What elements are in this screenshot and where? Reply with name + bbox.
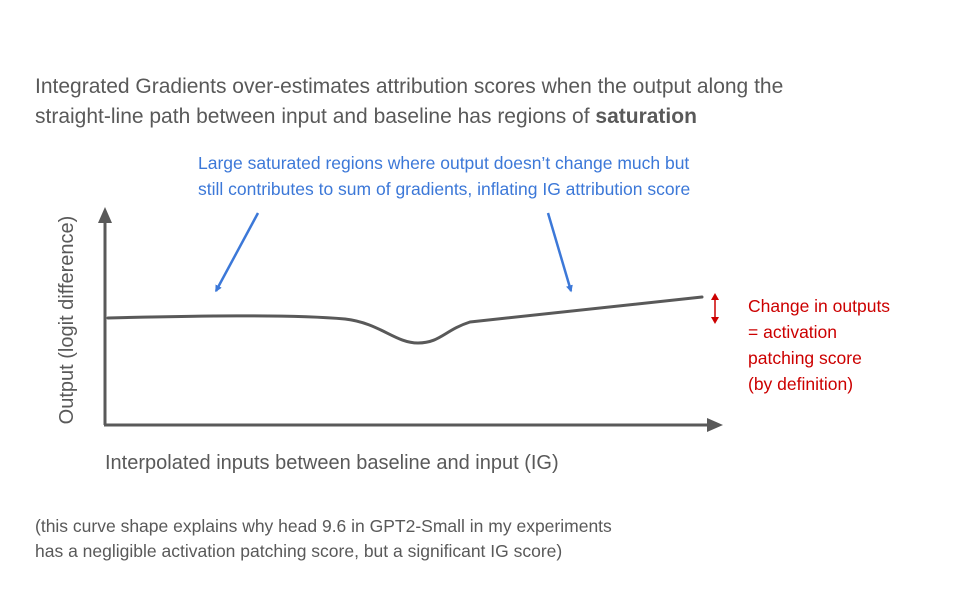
activation-patching-line-2: = activation: [748, 322, 838, 342]
activation-patching-line-3: patching score: [748, 348, 862, 368]
headline-line-2-text: straight-line path between input and bas…: [35, 105, 596, 128]
saturation-annotation-line-1: Large saturated regions where output doe…: [198, 153, 690, 173]
x-axis-label: Interpolated inputs between baseline and…: [105, 452, 559, 474]
headline: Integrated Gradients over-estimates attr…: [35, 72, 783, 132]
y-axis-label: Output (logit difference): [56, 215, 78, 425]
footnote: (this curve shape explains why head 9.6 …: [35, 514, 612, 564]
output-curve: [106, 295, 704, 345]
footnote-line-2: has a negligible activation patching sco…: [35, 541, 563, 561]
activation-patching-line-1: Change in outputs: [748, 296, 891, 316]
activation-patching-line-4: (by definition): [748, 374, 854, 394]
saturation-annotation-line-2: still contributes to sum of gradients, i…: [198, 179, 691, 199]
y-axis-arrowhead: [98, 207, 112, 223]
left-saturation-arrow: [214, 212, 260, 293]
headline-bold-term: saturation: [595, 105, 697, 128]
footnote-line-1: (this curve shape explains why head 9.6 …: [35, 516, 612, 536]
activation-patching-annotation: Change in outputs = activation patching …: [748, 293, 890, 397]
saturation-annotation: Large saturated regions where output doe…: [198, 150, 690, 202]
output-change-double-arrow: [711, 293, 719, 324]
headline-line-1: Integrated Gradients over-estimates attr…: [35, 75, 784, 98]
headline-line-2: straight-line path between input and bas…: [35, 102, 783, 132]
x-axis-arrowhead: [707, 418, 723, 432]
right-saturation-arrow: [546, 212, 573, 293]
